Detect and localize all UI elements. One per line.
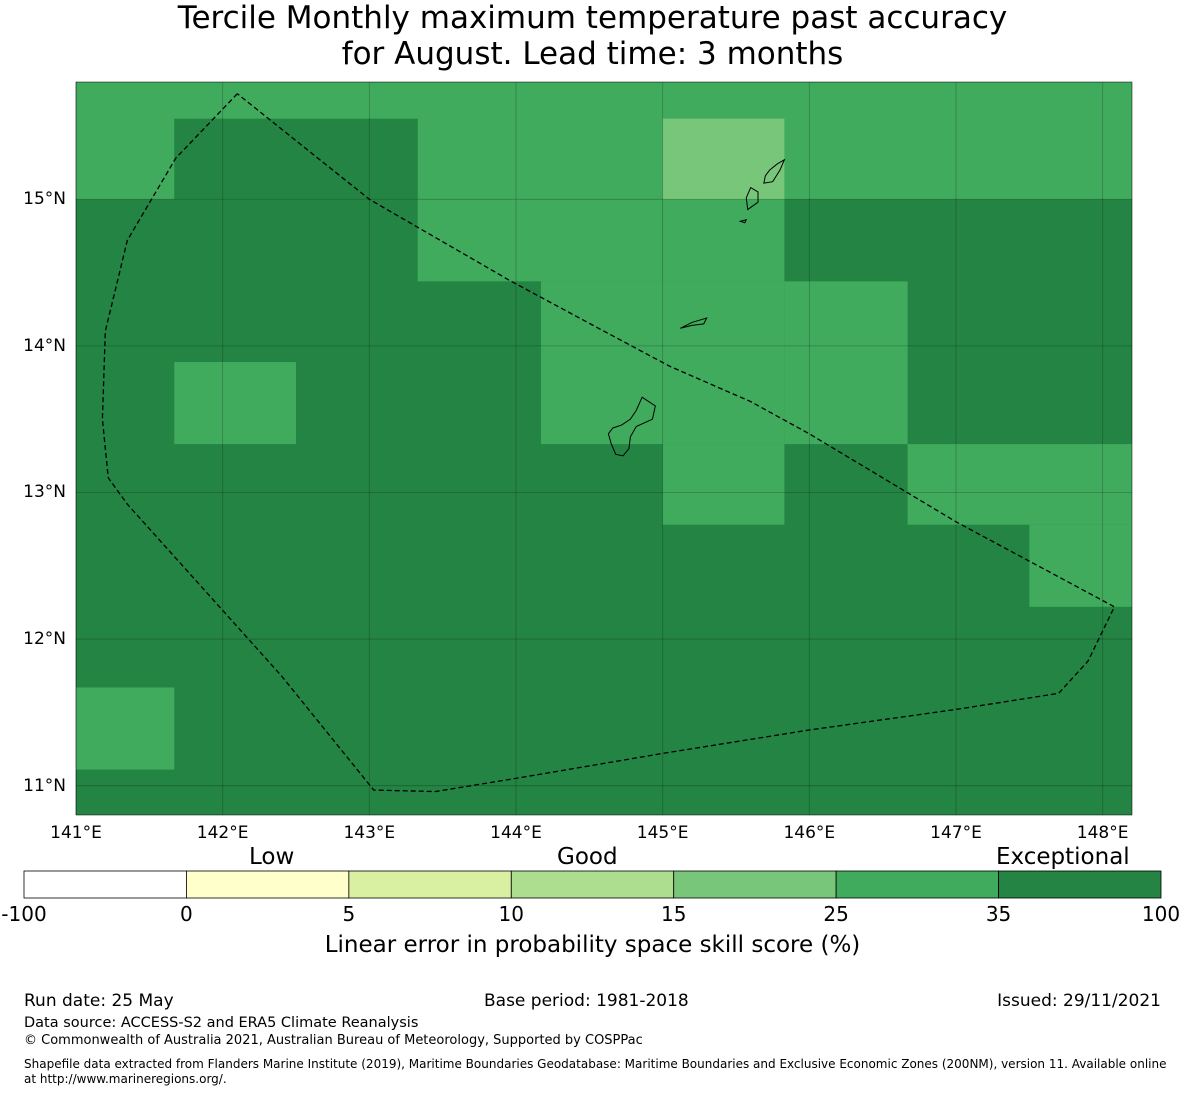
copyright: © Commonwealth of Australia 2021, Austra… [24, 1033, 643, 1048]
legend-category-good: Good [557, 844, 618, 870]
skill-cell [662, 444, 785, 525]
skill-map [75, 81, 1133, 816]
longitude-tick-label: 141°E [50, 823, 102, 843]
skill-cell [662, 199, 785, 282]
island-outline [680, 317, 708, 329]
eez-boundary-line [101, 93, 1116, 793]
colorbar-tick-label: -100 [1, 902, 47, 926]
colorbar-tick-label: 100 [1141, 902, 1181, 926]
colorbar-segment [348, 870, 512, 899]
latitude-tick-label: 13°N [23, 482, 66, 503]
latitude-tick-label: 15°N [23, 189, 66, 210]
islands [607, 158, 786, 457]
legend-category-low: Low [249, 844, 295, 870]
map-title-line2: for August. Lead time: 3 months [341, 36, 844, 72]
colorbar-tick-label: 5 [342, 902, 356, 926]
map-frame [75, 81, 1133, 816]
longitude-tick-label: 146°E [783, 823, 836, 843]
latitude-tick-label: 14°N [23, 335, 66, 356]
colorbar-tick-label: 35 [985, 902, 1012, 926]
longitude-tick-label: 148°E [1076, 823, 1129, 843]
eez-boundary [101, 93, 1116, 793]
skill-cell [784, 281, 908, 445]
colorbar-tick-label: 25 [823, 902, 849, 926]
colorbar-segment [673, 870, 837, 899]
latitude-tick-label: 12°N [23, 629, 66, 650]
colorbar-tick-label: 15 [660, 902, 687, 926]
skill-cell [1029, 524, 1132, 607]
island-outline [763, 158, 786, 184]
colorbar-segment [186, 870, 350, 899]
legend-category-exceptional: Exceptional [996, 844, 1130, 870]
base-period: Base period: 1981-2018 [484, 991, 689, 1011]
longitude-tick-label: 144°E [490, 823, 542, 843]
colorbar-tick-label: 0 [180, 902, 193, 926]
colorbar-segment [835, 870, 999, 899]
issued-date: Issued: 29/11/2021 [997, 991, 1161, 1011]
longitude-tick-label: 142°E [196, 823, 249, 843]
colorbar-segment [23, 870, 187, 899]
skill-cell [417, 199, 663, 282]
island-outline [607, 396, 656, 457]
data-source: Data source: ACCESS-S2 and ERA5 Climate … [24, 1015, 419, 1031]
longitude-tick-label: 147°E [930, 823, 982, 843]
island-outline [745, 186, 759, 211]
skill-cells [76, 82, 1132, 815]
colorbar-label: Linear error in probability space skill … [324, 932, 861, 958]
latitude-tick-label: 11°N [23, 775, 66, 796]
longitude-tick-label: 145°E [636, 823, 689, 843]
colorbar-segment [510, 870, 675, 899]
map-title-line1: Tercile Monthly maximum temperature past… [177, 0, 1008, 36]
shapefile-credit: Shapefile data extracted from Flanders M… [24, 1057, 1167, 1086]
skill-cell [907, 444, 1132, 525]
skill-cell [174, 118, 418, 200]
longitude-tick-label: 143°E [343, 823, 396, 843]
skill-cell [174, 362, 296, 445]
skill-cell [662, 118, 785, 200]
colorbar-tick-label: 10 [498, 902, 524, 926]
skill-cell [76, 687, 175, 770]
colorbar-segment [998, 870, 1162, 899]
run-date: Run date: 25 May [24, 991, 174, 1011]
island-outline [738, 219, 748, 224]
